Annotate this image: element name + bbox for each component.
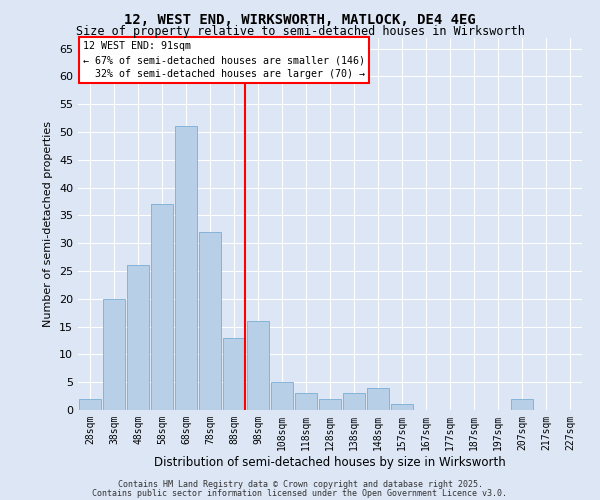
Bar (367, 388, 389, 410)
Text: Contains HM Land Registry data © Crown copyright and database right 2025.: Contains HM Land Registry data © Crown c… (118, 480, 482, 489)
Bar (199, 232, 221, 410)
Bar (175, 126, 197, 410)
Bar (223, 338, 245, 410)
Y-axis label: Number of semi-detached properties: Number of semi-detached properties (43, 120, 53, 327)
Bar (247, 321, 269, 410)
X-axis label: Distribution of semi-detached houses by size in Wirksworth: Distribution of semi-detached houses by … (154, 456, 506, 468)
Text: Contains public sector information licensed under the Open Government Licence v3: Contains public sector information licen… (92, 488, 508, 498)
Text: 12 WEST END: 91sqm
← 67% of semi-detached houses are smaller (146)
  32% of semi: 12 WEST END: 91sqm ← 67% of semi-detache… (83, 41, 365, 79)
Text: Size of property relative to semi-detached houses in Wirksworth: Size of property relative to semi-detach… (76, 25, 524, 38)
Bar (151, 204, 173, 410)
Bar (319, 399, 341, 410)
Bar (391, 404, 413, 410)
Bar (343, 394, 365, 410)
Bar (511, 399, 533, 410)
Bar (271, 382, 293, 410)
Bar (79, 399, 101, 410)
Bar (295, 394, 317, 410)
Text: 12, WEST END, WIRKSWORTH, MATLOCK, DE4 4EG: 12, WEST END, WIRKSWORTH, MATLOCK, DE4 4… (124, 12, 476, 26)
Bar (127, 266, 149, 410)
Bar (103, 299, 125, 410)
